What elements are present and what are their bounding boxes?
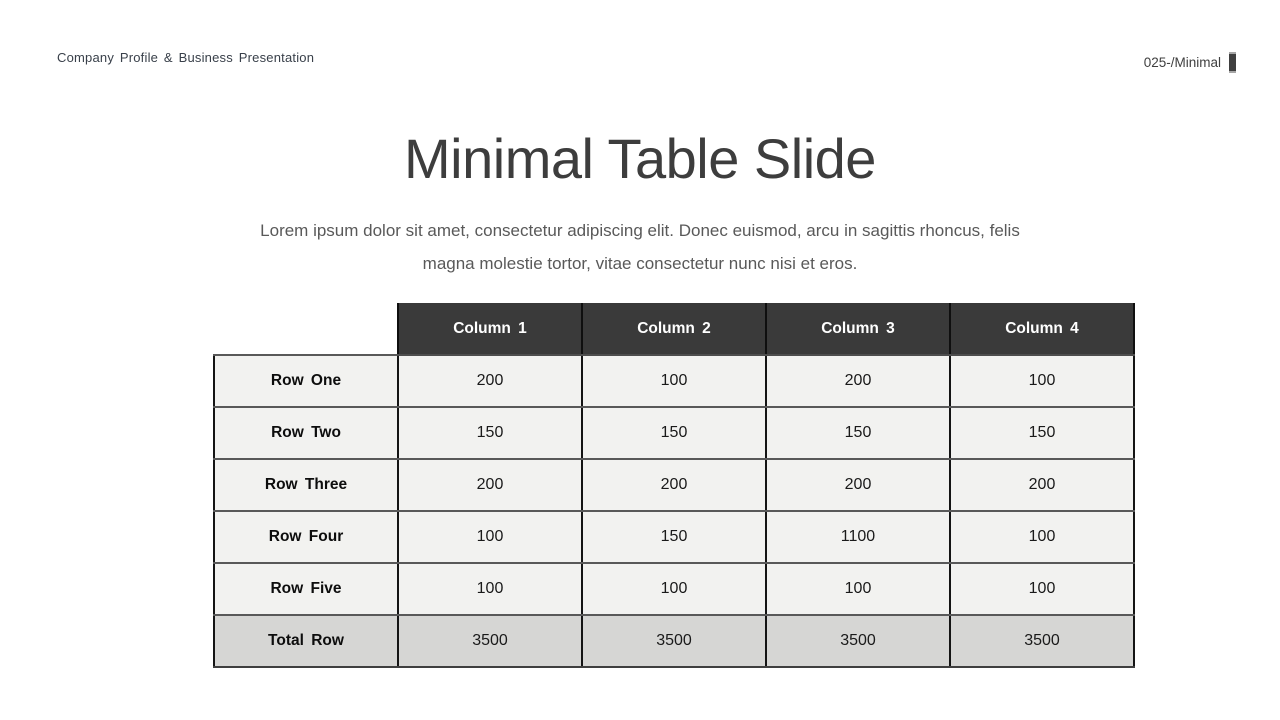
row-label: Row Four [213, 510, 399, 564]
slide-title: Minimal Table Slide [404, 127, 876, 190]
table-cell: 200 [581, 458, 767, 512]
table-cell: 200 [765, 458, 951, 512]
table-row: Row One 200 100 200 100 [213, 354, 1135, 408]
table-row: Row Three 200 200 200 200 [213, 458, 1135, 512]
table-cell: 200 [397, 458, 583, 512]
table-cell: 150 [581, 406, 767, 460]
table-cell: 200 [949, 458, 1135, 512]
row-label: Row Five [213, 562, 399, 616]
table-cell: 100 [581, 562, 767, 616]
row-label: Row Two [213, 406, 399, 460]
table-cell: 100 [949, 354, 1135, 408]
column-header: Column 3 [765, 303, 951, 356]
table-cell: 100 [581, 354, 767, 408]
column-header: Column 4 [949, 303, 1135, 356]
table-cell: 200 [765, 354, 951, 408]
data-table-container: Column 1 Column 2 Column 3 Column 4 Row … [213, 303, 1135, 668]
table-cell: 3500 [397, 614, 583, 668]
table-cell: 150 [397, 406, 583, 460]
subtitle-line: magna molestie tortor, vitae consectetur… [422, 254, 858, 273]
row-label: Row One [213, 354, 399, 408]
presentation-caption: Company Profile & Business Presentation [57, 50, 315, 65]
table-row: Row Two 150 150 150 150 [213, 406, 1135, 460]
table-cell: 100 [397, 510, 583, 564]
table-cell: 100 [397, 562, 583, 616]
column-header: Column 2 [581, 303, 767, 356]
table-cell: 150 [949, 406, 1135, 460]
table-cell: 200 [397, 354, 583, 408]
table-cell: 3500 [765, 614, 951, 668]
table-cell: 3500 [949, 614, 1135, 668]
slide-subtitle: Lorem ipsum dolor sit amet, consectetur … [0, 214, 1280, 280]
slide-tag-group: 025-/Minimal [1144, 52, 1236, 73]
table-cell: 150 [581, 510, 767, 564]
table-header-row: Column 1 Column 2 Column 3 Column 4 [214, 303, 1135, 356]
table-cell: 100 [765, 562, 951, 616]
subtitle-line: Lorem ipsum dolor sit amet, consectetur … [260, 221, 1020, 240]
table-cell: 1100 [765, 510, 951, 564]
table-cell: 100 [949, 562, 1135, 616]
table-cell: 3500 [581, 614, 767, 668]
header-spacer-cell [214, 303, 398, 355]
table-total-row: Total Row 3500 3500 3500 3500 [213, 614, 1135, 668]
column-header: Column 1 [397, 303, 583, 356]
slide-tag-label: 025-/Minimal [1143, 55, 1221, 70]
row-label: Row Three [213, 458, 399, 512]
table-row: Row Five 100 100 100 100 [213, 562, 1135, 616]
data-table: Column 1 Column 2 Column 3 Column 4 Row … [213, 303, 1135, 668]
table-cell: 100 [949, 510, 1135, 564]
table-row: Row Four 100 150 1100 100 [213, 510, 1135, 564]
marker-bar-icon [1229, 52, 1236, 73]
row-label: Total Row [213, 614, 399, 668]
table-cell: 150 [765, 406, 951, 460]
